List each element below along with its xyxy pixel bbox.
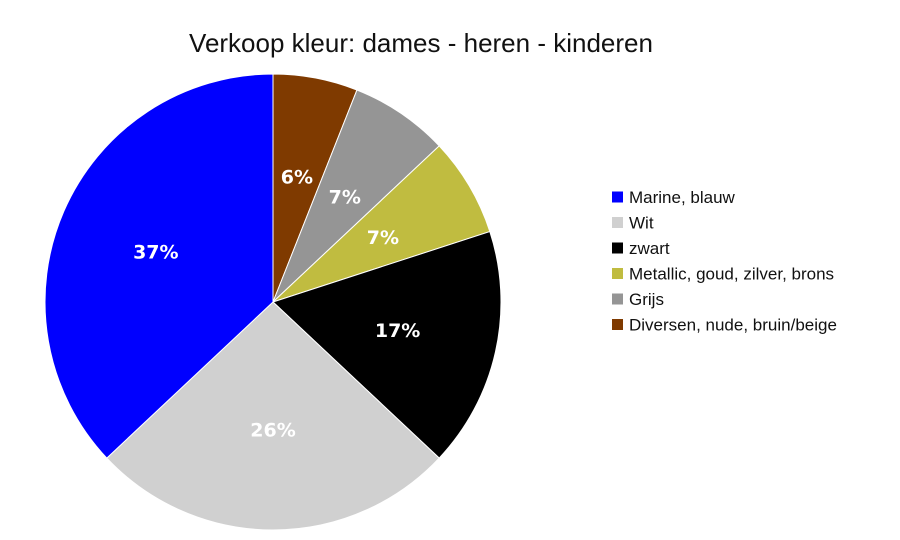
pie-slice-2: [272, 230, 502, 459]
legend-label-3: Metallic, goud, zilver, brons: [629, 265, 834, 284]
slice-label-0: 37%: [133, 241, 178, 263]
pie-slices: [44, 73, 502, 531]
slice-label-2: 17%: [375, 320, 420, 342]
slice-label-5: 6%: [281, 167, 313, 189]
legend-label-2: zwart: [629, 239, 670, 258]
slice-label-1: 26%: [250, 420, 295, 442]
slice-label-3: 7%: [367, 227, 399, 249]
legend: Marine, blauw Wit zwart Metallic, goud, zil…: [612, 188, 837, 335]
chart-title: Verkoop kleur: dames - heren - kinderen: [189, 28, 653, 58]
legend-item-2: zwart: [612, 239, 670, 258]
legend-label-5: Diversen, nude, bruin/beige: [629, 316, 837, 335]
legend-swatch-0: [612, 191, 623, 203]
legend-item-3: Metallic, goud, zilver, brons: [612, 265, 834, 284]
legend-item-1: Wit: [612, 214, 654, 233]
legend-item-4: Grijs: [612, 290, 664, 309]
pie-slice-0: [44, 73, 274, 459]
pie-slice-1: [106, 301, 440, 531]
pie-slice-labels: 6% 7% 7% 17% 26% 37%: [133, 167, 420, 442]
legend-item-5: Diversen, nude, bruin/beige: [612, 316, 837, 335]
legend-label-1: Wit: [629, 214, 654, 233]
legend-swatch-3: [612, 268, 623, 279]
legend-item-0: Marine, blauw: [612, 188, 736, 207]
slice-label-4: 7%: [329, 186, 361, 208]
legend-label-4: Grijs: [629, 290, 664, 309]
legend-swatch-5: [612, 319, 623, 330]
legend-swatch-4: [612, 293, 623, 305]
legend-swatch-2: [612, 242, 623, 254]
legend-label-0: Marine, blauw: [629, 188, 736, 207]
legend-swatch-1: [612, 217, 623, 228]
